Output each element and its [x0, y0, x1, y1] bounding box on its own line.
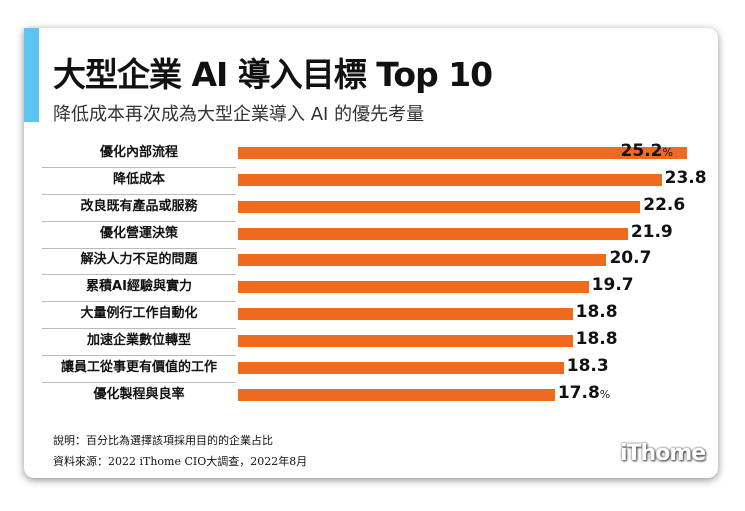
- value-label: 17.8%: [558, 383, 610, 403]
- value-text: 20.7: [609, 248, 652, 269]
- value-text: 18.3: [566, 355, 609, 376]
- value-text: 22.6: [643, 194, 686, 215]
- value-label: 23.8: [665, 168, 707, 188]
- value-text: 25.2: [620, 141, 663, 161]
- category-label: 加速企業數位轉型: [86, 332, 191, 348]
- row-divider: [42, 301, 236, 303]
- value-text: 23.8: [664, 167, 707, 188]
- value-label: 19.7: [592, 275, 634, 295]
- value-text: 21.9: [630, 221, 673, 242]
- category-label: 大量例行工作自動化: [80, 306, 198, 322]
- value-text: 17.8: [557, 382, 600, 403]
- row-divider: [42, 220, 236, 222]
- value-label: 21.9: [631, 222, 673, 242]
- row-divider: [42, 328, 236, 330]
- row-divider: [42, 354, 236, 356]
- category-label: 解決人力不足的問題: [80, 252, 198, 268]
- bar: [238, 227, 628, 240]
- bar: [238, 361, 564, 374]
- row-divider: [42, 247, 236, 249]
- bar: [238, 281, 589, 294]
- category-label: 優化內部流程: [99, 145, 178, 160]
- value-label: 18.8: [576, 329, 618, 349]
- row-divider: [42, 167, 236, 168]
- category-label: 改良既有產品或服務: [80, 198, 198, 214]
- row-divider: [42, 274, 236, 276]
- category-label: 讓員工從事更有價值的工作: [60, 359, 217, 375]
- unit-label: %: [662, 146, 673, 159]
- note-source: 資料來源：2022 iThome CIO大調查，2022年8月: [53, 455, 308, 468]
- category-label: 優化營運決策: [99, 225, 178, 241]
- ithome-logo: iThome: [620, 441, 706, 466]
- value-text: 18.8: [575, 328, 618, 349]
- value-label: 18.3: [567, 356, 609, 376]
- bar: [238, 388, 555, 401]
- bar: [238, 308, 573, 321]
- row-divider: [42, 381, 236, 383]
- unit-label: %: [599, 387, 611, 401]
- bar: [238, 173, 662, 186]
- value-text: 18.8: [575, 302, 618, 323]
- note-explanation: 說明：百分比為選擇該項採用目的的企業占比: [53, 434, 273, 447]
- bar: [238, 334, 573, 347]
- value-label: 22.6: [643, 195, 685, 215]
- category-label: 降低成本: [112, 171, 165, 187]
- accent-stripe: [24, 28, 39, 122]
- value-text: 19.7: [591, 275, 634, 296]
- category-label: 累積AI經驗與實力: [86, 279, 192, 295]
- chart-title: 大型企業 AI 導入目標 Top 10: [53, 55, 493, 94]
- bar: [238, 200, 641, 213]
- value-label: 18.8: [576, 302, 618, 322]
- bar: [238, 147, 687, 159]
- category-label: 優化製程與良率: [93, 386, 185, 402]
- bar: [238, 254, 607, 267]
- value-label: 25.2%: [621, 141, 673, 161]
- row-divider: [42, 193, 236, 195]
- chart-card: [24, 28, 718, 478]
- value-label: 20.7: [609, 248, 651, 268]
- chart-subtitle: 降低成本再次成為大型企業導入 AI 的優先考量: [53, 104, 425, 125]
